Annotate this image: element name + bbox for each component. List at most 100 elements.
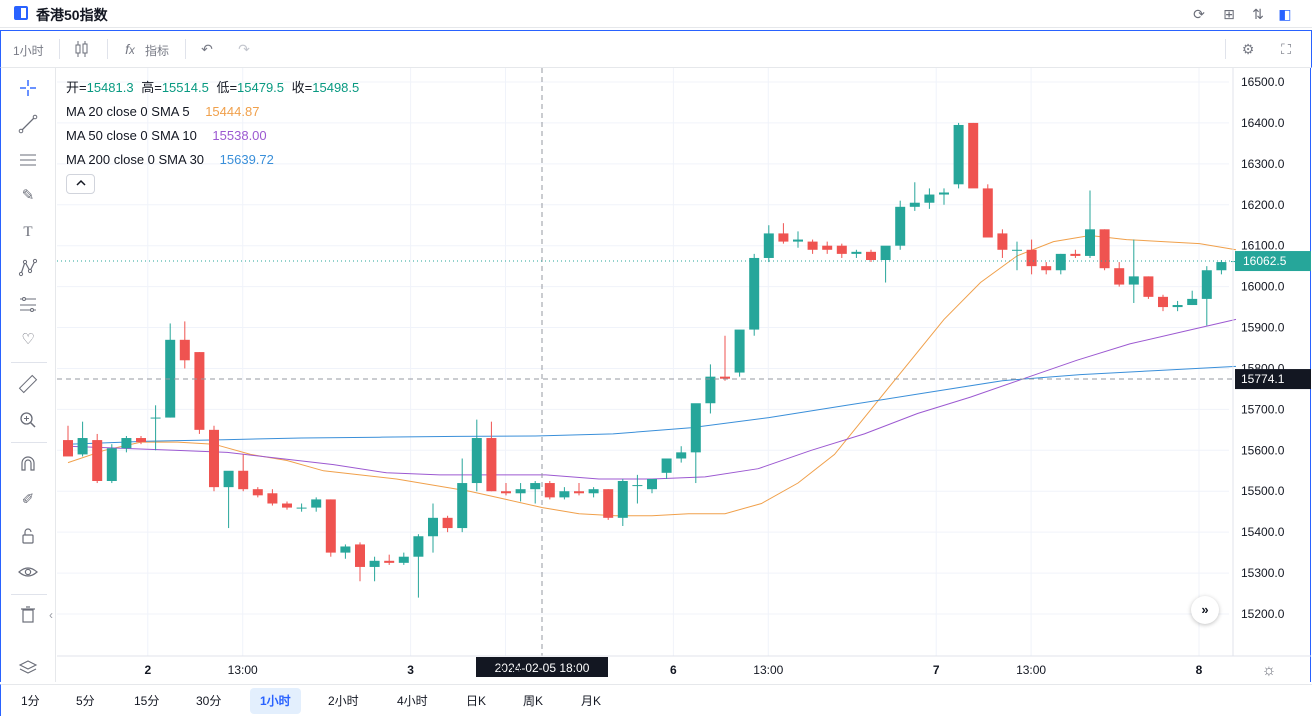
- horizontal-lines-icon[interactable]: [18, 150, 38, 170]
- candle: [501, 483, 511, 496]
- ma-label: MA 50 close 0 SMA 10: [66, 128, 197, 143]
- compare-icon[interactable]: ⇅: [1252, 6, 1264, 22]
- toolbar-divider: [11, 594, 47, 595]
- candle: [807, 239, 818, 254]
- candle-body: [194, 352, 205, 430]
- time-tick-label: 13:00: [753, 663, 783, 677]
- candle: [63, 425, 73, 457]
- scroll-to-realtime-button[interactable]: »: [1191, 596, 1219, 624]
- ma-legend-row[interactable]: MA 200 close 0 SMA 30 15639.72: [66, 152, 363, 176]
- close-value: 15498.5: [312, 80, 360, 95]
- timeframe-30m[interactable]: 30分: [196, 694, 222, 708]
- eye-icon[interactable]: [18, 562, 38, 582]
- chart-legend: 开=15481.3 高=15514.5 低=15479.5 收=15498.5 …: [66, 80, 363, 176]
- favorites-heart-icon[interactable]: ♡: [21, 331, 35, 348]
- text-tool-icon[interactable]: T: [23, 224, 33, 240]
- candle: [763, 225, 774, 263]
- timeframe-1w[interactable]: 周K: [523, 694, 544, 708]
- timeframe-1mo[interactable]: 月K: [581, 694, 602, 708]
- fib-icon[interactable]: [18, 294, 38, 314]
- candle-body: [544, 483, 555, 498]
- candle: [574, 483, 584, 496]
- drawing-lock-pencil-icon[interactable]: ✐: [21, 491, 35, 508]
- candle: [413, 534, 424, 598]
- candle: [734, 329, 745, 377]
- candle: [997, 229, 1008, 258]
- panel-icon[interactable]: ◧: [1278, 6, 1292, 22]
- ruler-icon[interactable]: [18, 374, 38, 394]
- ma-value: 15538.00: [212, 128, 267, 143]
- timeframe-1h[interactable]: 1小时: [250, 688, 301, 714]
- candle-body: [179, 339, 190, 361]
- crosshair-price-tag: [1235, 369, 1311, 390]
- price-tick-label: 16400.0: [1241, 116, 1285, 130]
- layout-grid-icon[interactable]: ⊞: [1223, 6, 1235, 22]
- sidebar-toggle-icon[interactable]: [14, 6, 28, 20]
- price-tick-label: 16300.0: [1241, 157, 1285, 171]
- trash-icon[interactable]: [18, 604, 38, 624]
- time-tick-label: 13:00: [228, 663, 258, 677]
- toolbar-divider: [185, 39, 186, 59]
- legend-collapse-button[interactable]: [66, 174, 95, 194]
- candle: [369, 556, 380, 582]
- indicators-button[interactable]: 指标: [145, 44, 170, 58]
- open-label: 开=: [66, 80, 87, 95]
- timeframe-4h[interactable]: 4小时: [397, 694, 428, 708]
- redo-icon[interactable]: ↷: [238, 41, 250, 57]
- ma-legend-row[interactable]: MA 20 close 0 SMA 5 15444.87: [66, 104, 363, 128]
- crosshair-icon[interactable]: [18, 78, 38, 98]
- undo-icon[interactable]: ↶: [201, 41, 213, 57]
- toolbar-divider: [107, 39, 108, 59]
- crosshair-time-label: 2024-02-05 18:00: [495, 661, 590, 675]
- candle-body: [1172, 305, 1183, 308]
- candle: [632, 474, 643, 504]
- indicator-icon[interactable]: fx: [125, 41, 135, 57]
- candle: [355, 542, 365, 582]
- toolbar-divider: [59, 39, 60, 59]
- candle-body: [296, 507, 307, 509]
- fullscreen-icon[interactable]: ⛶: [1281, 41, 1291, 57]
- candle-body: [106, 448, 117, 481]
- ma-line: [67, 365, 1237, 445]
- open-value: 15481.3: [86, 80, 134, 95]
- candle: [325, 499, 336, 557]
- zoom-in-icon[interactable]: [18, 410, 38, 430]
- timeframe-15m[interactable]: 15分: [134, 694, 160, 708]
- candle-body: [340, 546, 351, 553]
- candle-body: [384, 560, 395, 563]
- lock-icon[interactable]: [18, 526, 38, 546]
- candle: [384, 554, 395, 565]
- candle: [136, 435, 146, 445]
- timeframe-2h[interactable]: 2小时: [328, 694, 359, 708]
- candle: [647, 478, 657, 494]
- timeframe-5m[interactable]: 5分: [76, 694, 95, 708]
- candle: [486, 421, 497, 492]
- candle-body: [909, 202, 920, 207]
- trend-line-icon[interactable]: [18, 114, 38, 134]
- ohlc-row: 开=15481.3 高=15514.5 低=15479.5 收=15498.5: [66, 80, 363, 104]
- candle-type-icon[interactable]: [73, 40, 91, 58]
- chart-pane[interactable]: 15774.1 2024-02-05 18:00 16062.5 16500.0 16…: [57, 68, 1311, 682]
- interval-selector[interactable]: 1小时: [13, 44, 44, 58]
- pattern-icon[interactable]: [18, 258, 38, 278]
- timeframe-1m[interactable]: 1分: [21, 694, 40, 708]
- ma-legend-row[interactable]: MA 50 close 0 SMA 10 15538.00: [66, 128, 363, 152]
- object-tree-icon[interactable]: [18, 658, 38, 678]
- candle: [1172, 300, 1183, 312]
- candle-body: [136, 438, 146, 443]
- window-title: 香港50指数: [36, 7, 108, 23]
- candle: [559, 487, 570, 500]
- timeframe-1d[interactable]: 日K: [466, 694, 487, 708]
- candle-body: [939, 192, 949, 195]
- collapse-toolbar-icon[interactable]: ‹: [49, 608, 53, 622]
- refresh-icon[interactable]: ⟳: [1193, 6, 1205, 22]
- candle-body: [822, 245, 833, 250]
- candle-body: [398, 556, 409, 563]
- magnet-icon[interactable]: [18, 454, 38, 474]
- time-tick-label: 3: [407, 663, 414, 677]
- crosshair-time-tag: [476, 657, 608, 677]
- brush-icon[interactable]: ✎: [21, 187, 35, 204]
- candle-body: [428, 517, 438, 537]
- settings-gear-icon[interactable]: ⚙: [1241, 41, 1255, 57]
